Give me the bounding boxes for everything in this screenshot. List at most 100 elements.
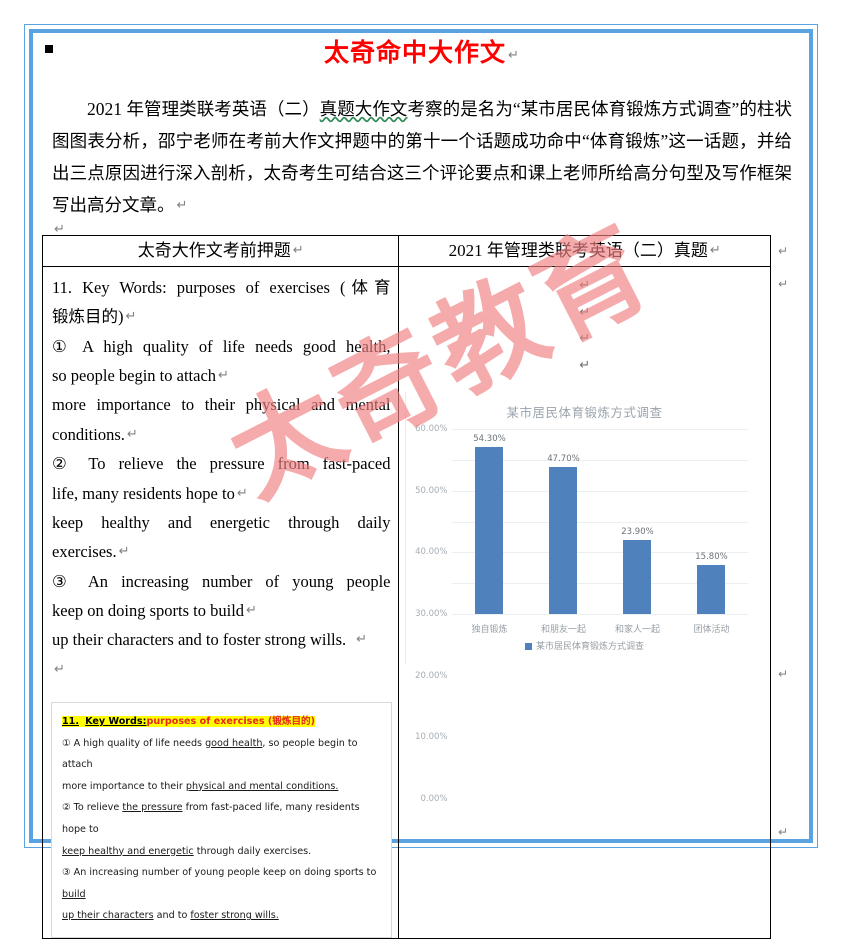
snippet-text: ③ An increasing number of young people k… <box>62 867 377 879</box>
snippet-text: , so people begin to attach <box>62 737 358 771</box>
chart-bar-group: 47.70% 和朋友一起 <box>526 429 600 635</box>
chart-gridline: 0.00% <box>420 614 749 804</box>
chart-bar-group: 15.80% 团体活动 <box>674 429 748 635</box>
snippet-text: more importance to their <box>62 780 186 792</box>
prediction-line: ③ An increasing number of young people <box>52 571 391 591</box>
legend-label: 某市居民体育锻炼方式调查 <box>535 642 644 652</box>
table-header-row: 太奇大作文考前押题 ↵ 2021 年管理类联考英语（二）真题 ↵ <box>41 235 771 267</box>
chart-bar-value-label: 23.90% <box>621 527 654 538</box>
prediction-line: ↵ <box>52 655 390 684</box>
chart-y-axis-tick: 50.00% <box>415 485 448 496</box>
intro-wave-underlined: 真题大作文 <box>319 99 408 119</box>
table-header-right-text: 2021 年管理类联考英语（二）真题 <box>448 241 708 260</box>
chart-y-axis-tick: 60.00% <box>415 424 448 434</box>
chart-y-axis-tick: 0.00% <box>420 794 448 804</box>
chart-bar-group: 54.30% 独自锻炼 <box>452 429 526 635</box>
prediction-line: up their characters and to foster strong… <box>52 625 390 654</box>
prediction-line: ② To relieve the pressure from fast-pace… <box>52 454 391 474</box>
page-title: 太奇命中大作文 ↵ <box>34 38 810 68</box>
table-body-row: 11. Key Words: purposes of exercises (体育… <box>41 266 771 939</box>
prediction-line: conditions. ↵ <box>52 420 390 449</box>
legend-swatch-icon <box>524 643 532 650</box>
chart-y-axis-tick: 40.00% <box>415 547 448 558</box>
pilcrow-mark: ↵ <box>292 243 304 258</box>
snippet-text: from fast-paced life, many residents hop… <box>62 802 360 835</box>
comparison-table: 太奇大作文考前押题 ↵ 2021 年管理类联考英语（二）真题 ↵ 11. Key W… <box>41 235 771 939</box>
snippet-underlined: up their characters <box>62 910 154 922</box>
exam-pilcrow-block: ↵ ↵ ↵ ↵ <box>399 267 770 380</box>
table-header-right: 2021 年管理类联考英语（二）真题 ↵ <box>398 235 771 267</box>
snippet-text: ② To relieve <box>62 802 123 814</box>
pilcrow-mark: ↵ <box>176 197 188 213</box>
pilcrow-mark: ↵ <box>579 331 591 347</box>
prediction-line-text: life, many residents hope to <box>52 483 235 503</box>
prediction-line-text: exercises. <box>52 542 117 562</box>
prediction-line: exercises. ↵ <box>52 537 390 566</box>
snippet-line: ② To relieve the pressure from fast-pace… <box>62 797 381 840</box>
table-header-left-text: 太奇大作文考前押题 <box>137 241 291 260</box>
pilcrow-mark: ↵ <box>579 357 591 373</box>
pilcrow-mark: ↵ <box>218 368 229 384</box>
snippet-line: ③ An increasing number of young people k… <box>62 862 381 905</box>
page-title-text: 太奇命中大作文 <box>324 38 507 67</box>
prediction-line-text: up their characters and to foster strong… <box>52 630 347 650</box>
chart-x-axis-label: 和朋友一起 <box>540 625 586 635</box>
document-content: 太奇命中大作文 ↵ 2021 年管理类联考英语（二）真题大作文考察的是名为“某市居… <box>34 32 810 939</box>
chart-legend: 某市居民体育锻炼方式调查 <box>406 639 762 652</box>
chart-bar-value-label: 54.30% <box>473 433 506 444</box>
intro-paragraph: 2021 年管理类联考英语（二）真题大作文考察的是名为“某市居民体育锻炼方式调查… <box>52 94 792 221</box>
snippet-underlined: keep healthy and energetic <box>62 845 194 857</box>
chart-bar <box>475 446 504 614</box>
snippet-text: through daily exercises. <box>193 845 312 857</box>
bullet-marker-icon <box>45 45 53 53</box>
prediction-line: so people begin to attach ↵ <box>52 361 390 390</box>
snippet-text: ① A high quality of life needs <box>62 737 206 749</box>
pilcrow-mark: ↵ <box>54 222 65 238</box>
prediction-text-block: 11. Key Words: purposes of exercises (体育… <box>43 267 398 688</box>
chart-x-axis-label: 团体活动 <box>693 625 730 635</box>
snippet-line: ① A high quality of life needs good heal… <box>62 733 381 776</box>
pilcrow-mark: ↵ <box>246 602 257 618</box>
pilcrow-mark: ↵ <box>236 485 248 501</box>
chart-gridline: 60.00% <box>415 424 749 434</box>
chart-gridline: 30.00% <box>415 521 749 619</box>
prediction-line-text: 锻炼目的) <box>52 307 124 327</box>
embedded-screenshot-snippet: 11. Key Words:purposes of exercises (锻炼目… <box>51 702 393 938</box>
pilcrow-mark: ↵ <box>118 544 130 560</box>
chart-gridline: 50.00% <box>415 459 749 496</box>
pilcrow-mark: ↵ <box>778 277 789 291</box>
pilcrow-mark: ↵ <box>709 243 721 258</box>
snippet-heading: 11. Key Words:purposes of exercises (锻炼目… <box>62 711 381 733</box>
snippet-underlined: the pressure <box>122 802 183 814</box>
snippet-heading-key: Key Words: <box>85 716 147 728</box>
snippet-underlined: build <box>62 888 86 900</box>
chart-bar <box>697 565 726 614</box>
snippet-line: more importance to their physical and me… <box>62 776 381 798</box>
table-header-left: 太奇大作文考前押题 ↵ <box>41 235 400 267</box>
snippet-heading-number: 11. <box>62 716 79 728</box>
prediction-line: ① A high quality of life needs good heal… <box>52 336 391 356</box>
chart-bar-value-label: 47.70% <box>547 453 580 464</box>
snippet-underlined: good health <box>205 737 263 749</box>
snippet-text: and to <box>153 910 191 922</box>
chart-y-axis-tick: 10.00% <box>415 732 448 743</box>
snippet-heading-value: purposes of exercises (锻炼目的) <box>146 716 316 728</box>
chart-title: 某市居民体育锻炼方式调查 <box>506 405 663 420</box>
pilcrow-mark: ↵ <box>778 667 789 681</box>
intro-part-1: 2021 年管理类联考英语（二） <box>87 99 320 119</box>
prediction-line: life, many residents hope to ↵ <box>52 479 390 508</box>
chart-gridline: 20.00% <box>415 552 749 681</box>
pilcrow-mark: ↵ <box>126 426 138 442</box>
chart-gridline: 40.00% <box>415 490 749 557</box>
prediction-line: keep on doing sports to build ↵ <box>52 596 390 625</box>
pilcrow-mark: ↵ <box>356 632 368 648</box>
intro-part-2: 考察的是名为“某市居民体育锻炼方式调查”的柱状图图表分析，邵宁老师在考前大作文押… <box>52 99 793 215</box>
chart-plot-area: 0.00% 10.00% 20.00% 30.00% 40.00% 50.00% 60.00… <box>415 424 749 804</box>
chart-y-axis-tick: 20.00% <box>415 670 448 681</box>
prediction-line: 锻炼目的) ↵ <box>52 302 390 331</box>
pilcrow-mark: ↵ <box>508 48 520 63</box>
chart-bar-value-label: 15.80% <box>695 552 728 563</box>
table-cell-prediction: 11. Key Words: purposes of exercises (体育… <box>41 266 400 939</box>
chart-gridline: 10.00% <box>415 583 749 742</box>
chart-bar <box>549 466 578 614</box>
